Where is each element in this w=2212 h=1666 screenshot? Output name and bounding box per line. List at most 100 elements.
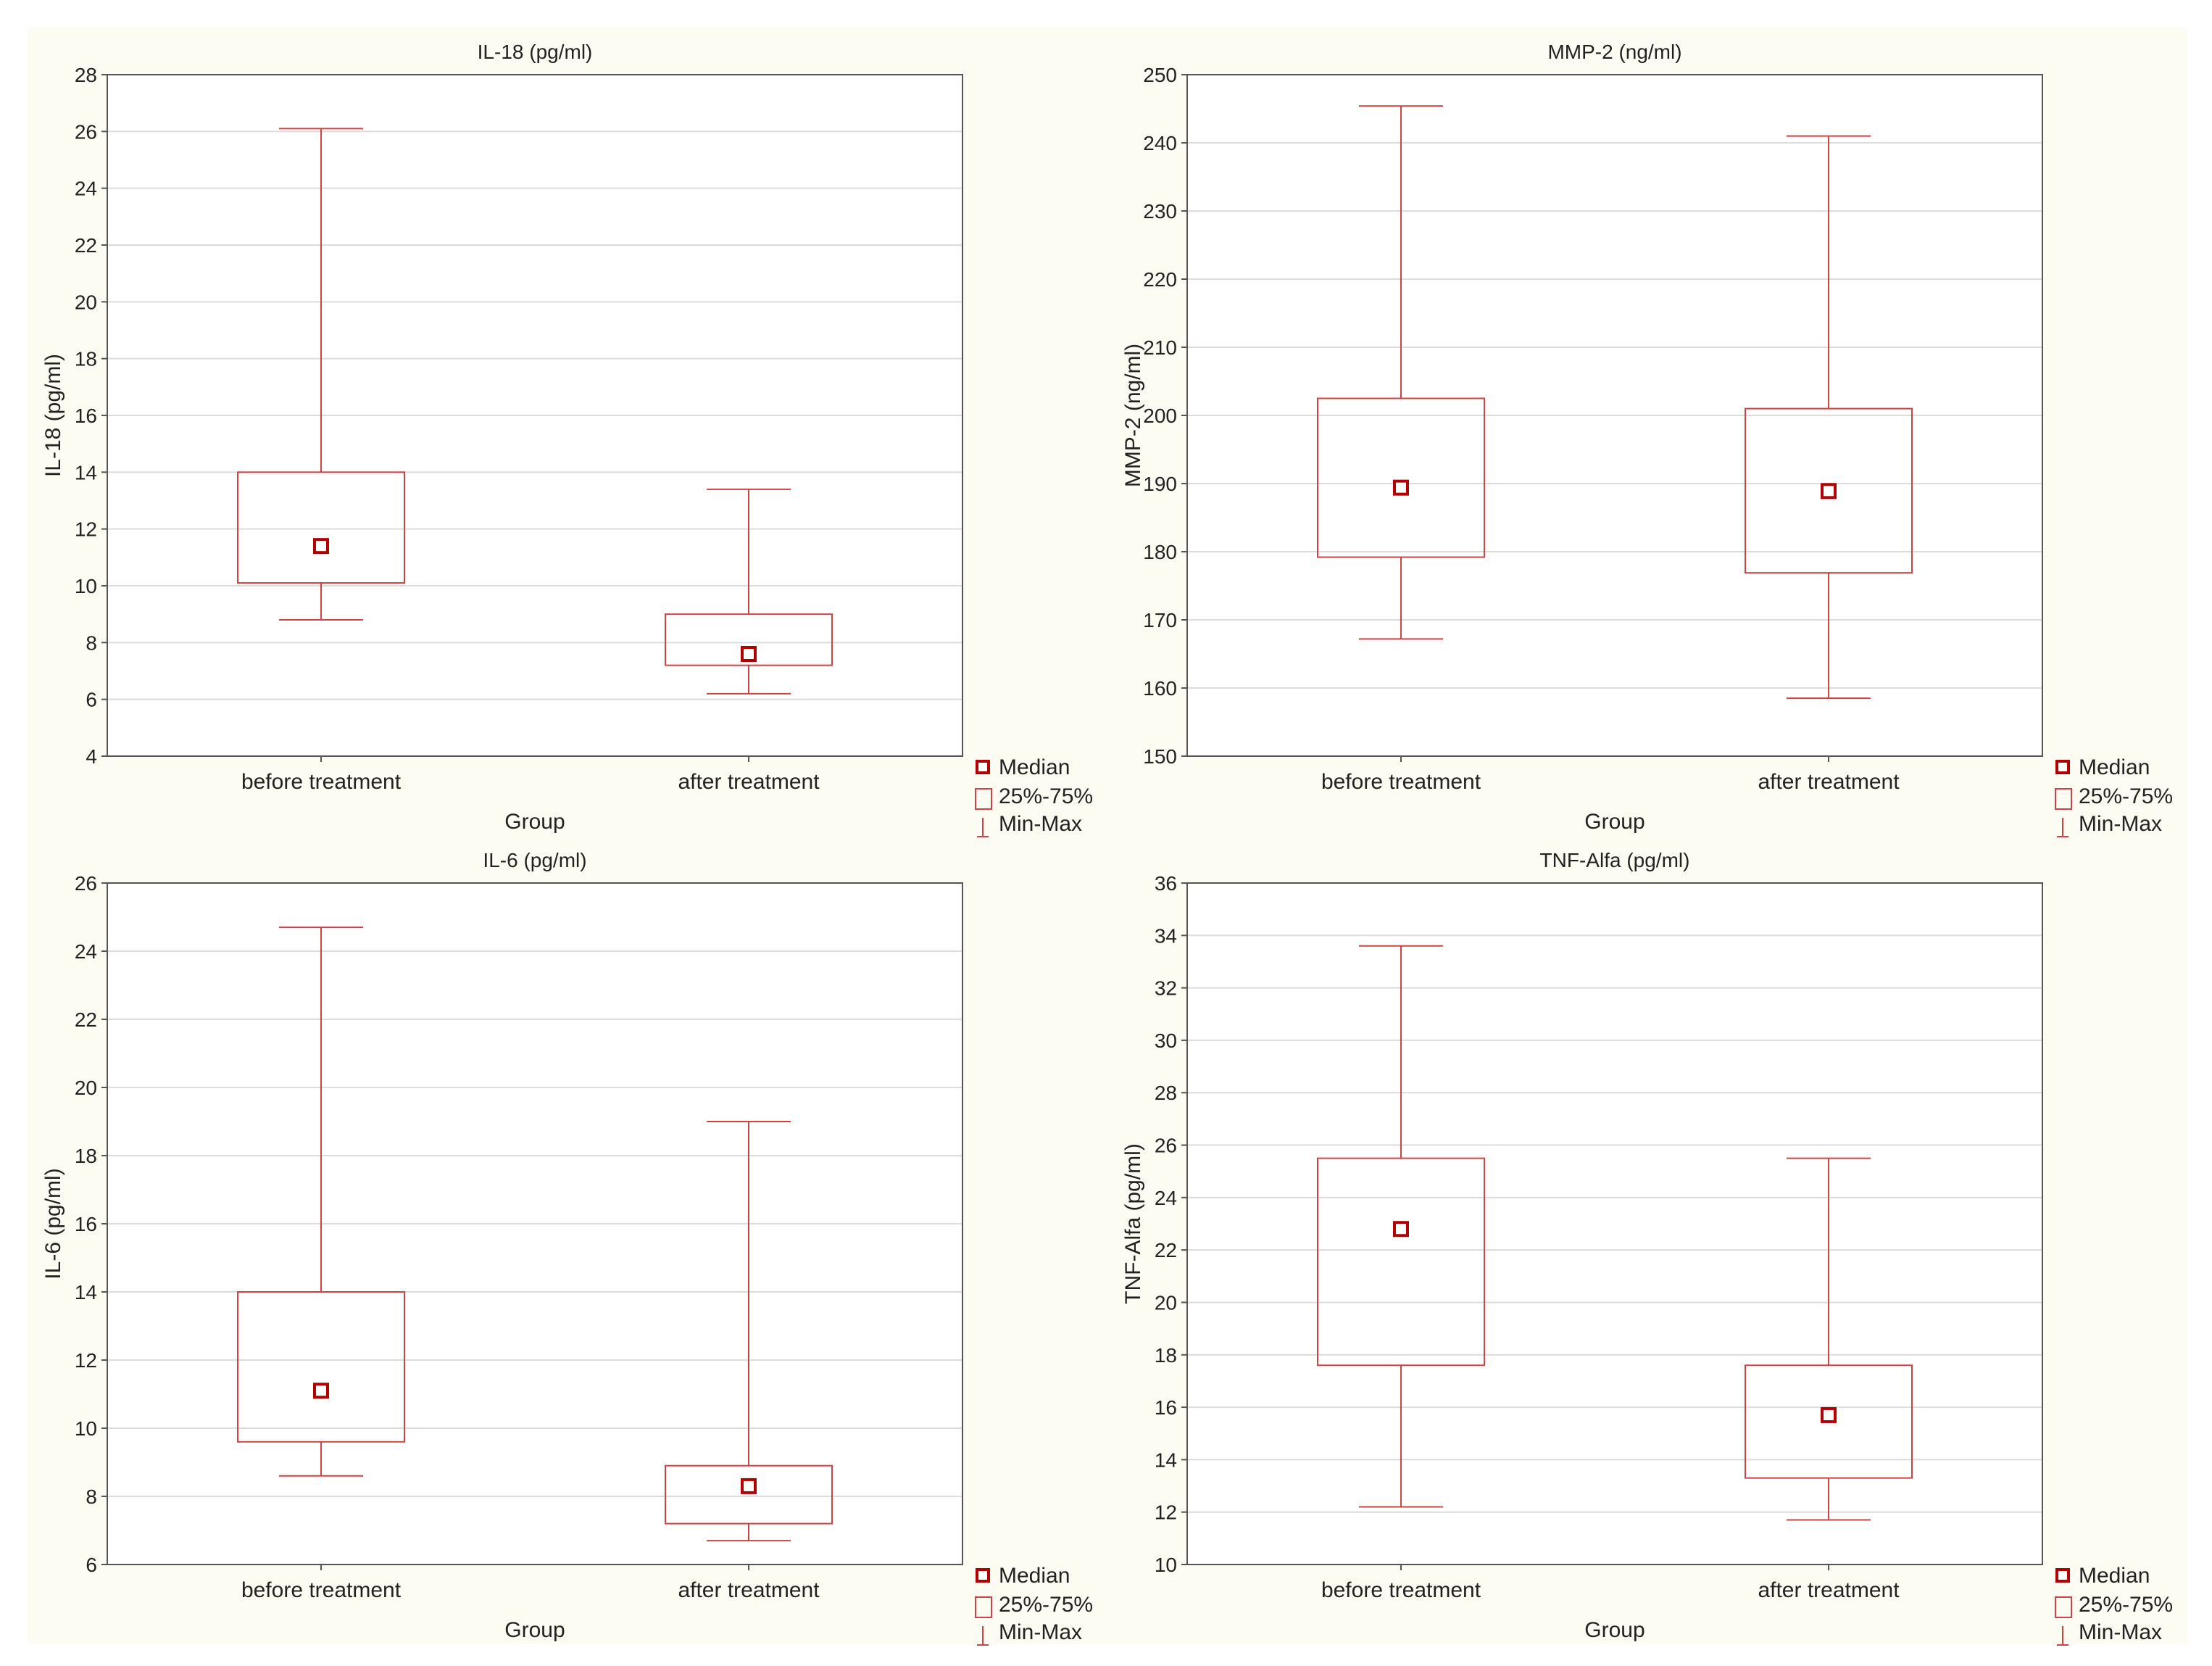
plot-frame-il18 (107, 74, 963, 757)
y-tick-label-mmp2: 180 (1143, 541, 1177, 563)
x-axis-label-mmp2: Group (1584, 810, 1645, 834)
y-tick-label-il18: 22 (75, 234, 97, 257)
median-marker-after-il18 (741, 646, 757, 662)
y-tick-label-tnf: 24 (1155, 1187, 1177, 1209)
y-tick-label-il6: 14 (75, 1281, 97, 1304)
y-axis-label-tnf: TNF-Alfa (pg/ml) (1121, 1143, 1145, 1304)
y-tick-label-il18: 16 (75, 405, 97, 427)
y-tick-label-il18: 18 (75, 348, 97, 370)
category-label-after-il6: after treatment (678, 1578, 820, 1602)
legend-iqr-label-mmp2: 25%-75% (2079, 784, 2173, 808)
y-tick-label-mmp2: 160 (1143, 677, 1177, 700)
chart-panel-il18: 4 6 8 10 12 14 16 18 20 22 24 26 28 IL-18 (pg/ml) IL-1… (28, 28, 1107, 837)
y-tick-label-tnf: 10 (1155, 1554, 1177, 1576)
legend-iqr-icon-il18 (975, 788, 992, 810)
chart-svg-il6: 6 8 10 12 14 16 18 20 22 24 26 IL-6 (pg/ml) IL-6 (pg… (41, 849, 1093, 1646)
chart-title-mmp2: MMP-2 (ng/ml) (1547, 41, 1681, 63)
y-tick-label-mmp2: 190 (1143, 473, 1177, 495)
y-tick-label-tnf: 30 (1155, 1029, 1177, 1052)
legend-median-icon-il6 (976, 1568, 990, 1583)
y-tick-label-il6: 22 (75, 1008, 97, 1031)
legend-median-label-tnf: Median (2079, 1564, 2150, 1588)
iqr-box-before-mmp2 (1317, 397, 1485, 558)
y-tick-label-tnf: 22 (1155, 1239, 1177, 1261)
figure: 4 6 8 10 12 14 16 18 20 22 24 26 28 IL-18 (pg/ml) IL-1… (28, 28, 2187, 1646)
chart-title-tnf: TNF-Alfa (pg/ml) (1540, 849, 1690, 871)
x-axis-label-il18: Group (504, 810, 565, 834)
chart-svg-il18: 4 6 8 10 12 14 16 18 20 22 24 26 28 IL-18 (pg/ml) IL-1… (41, 41, 1093, 837)
y-tick-label-mmp2: 150 (1143, 745, 1177, 768)
y-axis-label-mmp2: MMP-2 (ng/ml) (1121, 344, 1145, 487)
iqr-box-after-il18 (665, 613, 833, 666)
iqr-box-after-il6 (665, 1464, 833, 1525)
iqr-box-after-tnf (1745, 1364, 1913, 1479)
y-tick-label-il6: 12 (75, 1349, 97, 1372)
legend-median-icon-mmp2 (2055, 760, 2070, 774)
category-label-before-tnf: before treatment (1321, 1578, 1481, 1602)
y-tick-label-il18: 6 (86, 689, 97, 711)
category-label-before-mmp2: before treatment (1321, 770, 1481, 794)
median-marker-after-il6 (741, 1478, 757, 1494)
y-tick-label-il18: 28 (75, 64, 97, 86)
y-tick-label-il18: 14 (75, 461, 97, 484)
y-tick-label-il18: 10 (75, 575, 97, 597)
y-tick-label-il6: 10 (75, 1417, 97, 1440)
y-tick-label-tnf: 32 (1155, 977, 1177, 1000)
chart-panel-mmp2: 150 160 170 180 190 200 210 220 230 240 250 MMP-2 (… (1107, 28, 2187, 837)
legend-range-label-il18: Min-Max (999, 812, 1082, 836)
category-label-after-tnf: after treatment (1758, 1578, 1900, 1602)
legend-median-icon-il18 (976, 760, 990, 774)
category-label-before-il6: before treatment (241, 1578, 402, 1602)
y-tick-label-il6: 16 (75, 1213, 97, 1235)
plot-frame-mmp2 (1186, 74, 2043, 757)
legend-range-label-tnf: Min-Max (2079, 1620, 2162, 1644)
y-tick-label-tnf: 26 (1155, 1135, 1177, 1157)
y-tick-label-mmp2: 250 (1143, 64, 1177, 86)
legend-range-label-il6: Min-Max (999, 1620, 1082, 1644)
legend-iqr-label-il18: 25%-75% (999, 784, 1093, 808)
iqr-box-after-mmp2 (1745, 407, 1913, 574)
y-tick-label-il6: 8 (86, 1485, 97, 1508)
iqr-box-before-il6 (237, 1291, 405, 1443)
y-tick-label-il6: 26 (75, 872, 97, 895)
chart-svg-tnf: 10 12 14 16 18 20 22 24 26 28 30 32 34 36 TNF-Alfa (pg… (1121, 849, 2173, 1646)
y-tick-label-mmp2: 220 (1143, 268, 1177, 291)
x-axis-label-tnf: Group (1584, 1618, 1645, 1642)
median-marker-before-il18 (313, 538, 329, 555)
median-marker-before-mmp2 (1393, 479, 1409, 496)
legend-iqr-label-il6: 25%-75% (999, 1593, 1093, 1617)
chart-panel-tnf: 10 12 14 16 18 20 22 24 26 28 30 32 34 36 TNF-Alfa (pg… (1107, 836, 2187, 1646)
category-label-after-mmp2: after treatment (1758, 770, 1900, 794)
legend-median-label-il6: Median (999, 1564, 1070, 1588)
y-axis-label-il6: IL-6 (pg/ml) (41, 1168, 65, 1279)
plot-frame-il6 (107, 882, 963, 1565)
y-tick-label-il18: 26 (75, 120, 97, 143)
category-label-after-il18: after treatment (678, 770, 820, 794)
y-tick-label-mmp2: 170 (1143, 609, 1177, 631)
y-tick-label-mmp2: 200 (1143, 405, 1177, 427)
legend-iqr-icon-mmp2 (2055, 788, 2072, 810)
y-tick-label-il6: 6 (86, 1554, 97, 1576)
y-tick-label-mmp2: 210 (1143, 336, 1177, 359)
y-tick-label-mmp2: 240 (1143, 132, 1177, 154)
chart-panel-il6: 6 8 10 12 14 16 18 20 22 24 26 IL-6 (pg/ml) IL-6 (pg… (28, 836, 1107, 1646)
x-axis-label-il6: Group (504, 1618, 565, 1642)
y-tick-label-tnf: 34 (1155, 924, 1177, 947)
plot-area-tnf (1187, 883, 2042, 1565)
median-marker-after-mmp2 (1821, 483, 1837, 500)
median-marker-before-tnf (1393, 1221, 1409, 1238)
y-tick-label-il18: 12 (75, 518, 97, 541)
y-tick-label-tnf: 28 (1155, 1082, 1177, 1104)
chart-title-il6: IL-6 (pg/ml) (483, 849, 586, 871)
legend-iqr-icon-il6 (975, 1596, 992, 1618)
y-tick-label-tnf: 12 (1155, 1501, 1177, 1524)
y-tick-label-tnf: 20 (1155, 1291, 1177, 1314)
iqr-box-before-tnf (1317, 1157, 1485, 1367)
y-tick-label-il6: 20 (75, 1077, 97, 1099)
y-axis-label-il18: IL-18 (pg/ml) (41, 354, 65, 477)
category-label-before-il18: before treatment (241, 770, 402, 794)
y-tick-label-tnf: 16 (1155, 1396, 1177, 1419)
y-tick-label-il18: 24 (75, 178, 97, 200)
y-tick-label-il18: 4 (86, 745, 97, 768)
y-tick-label-il18: 20 (75, 291, 97, 313)
